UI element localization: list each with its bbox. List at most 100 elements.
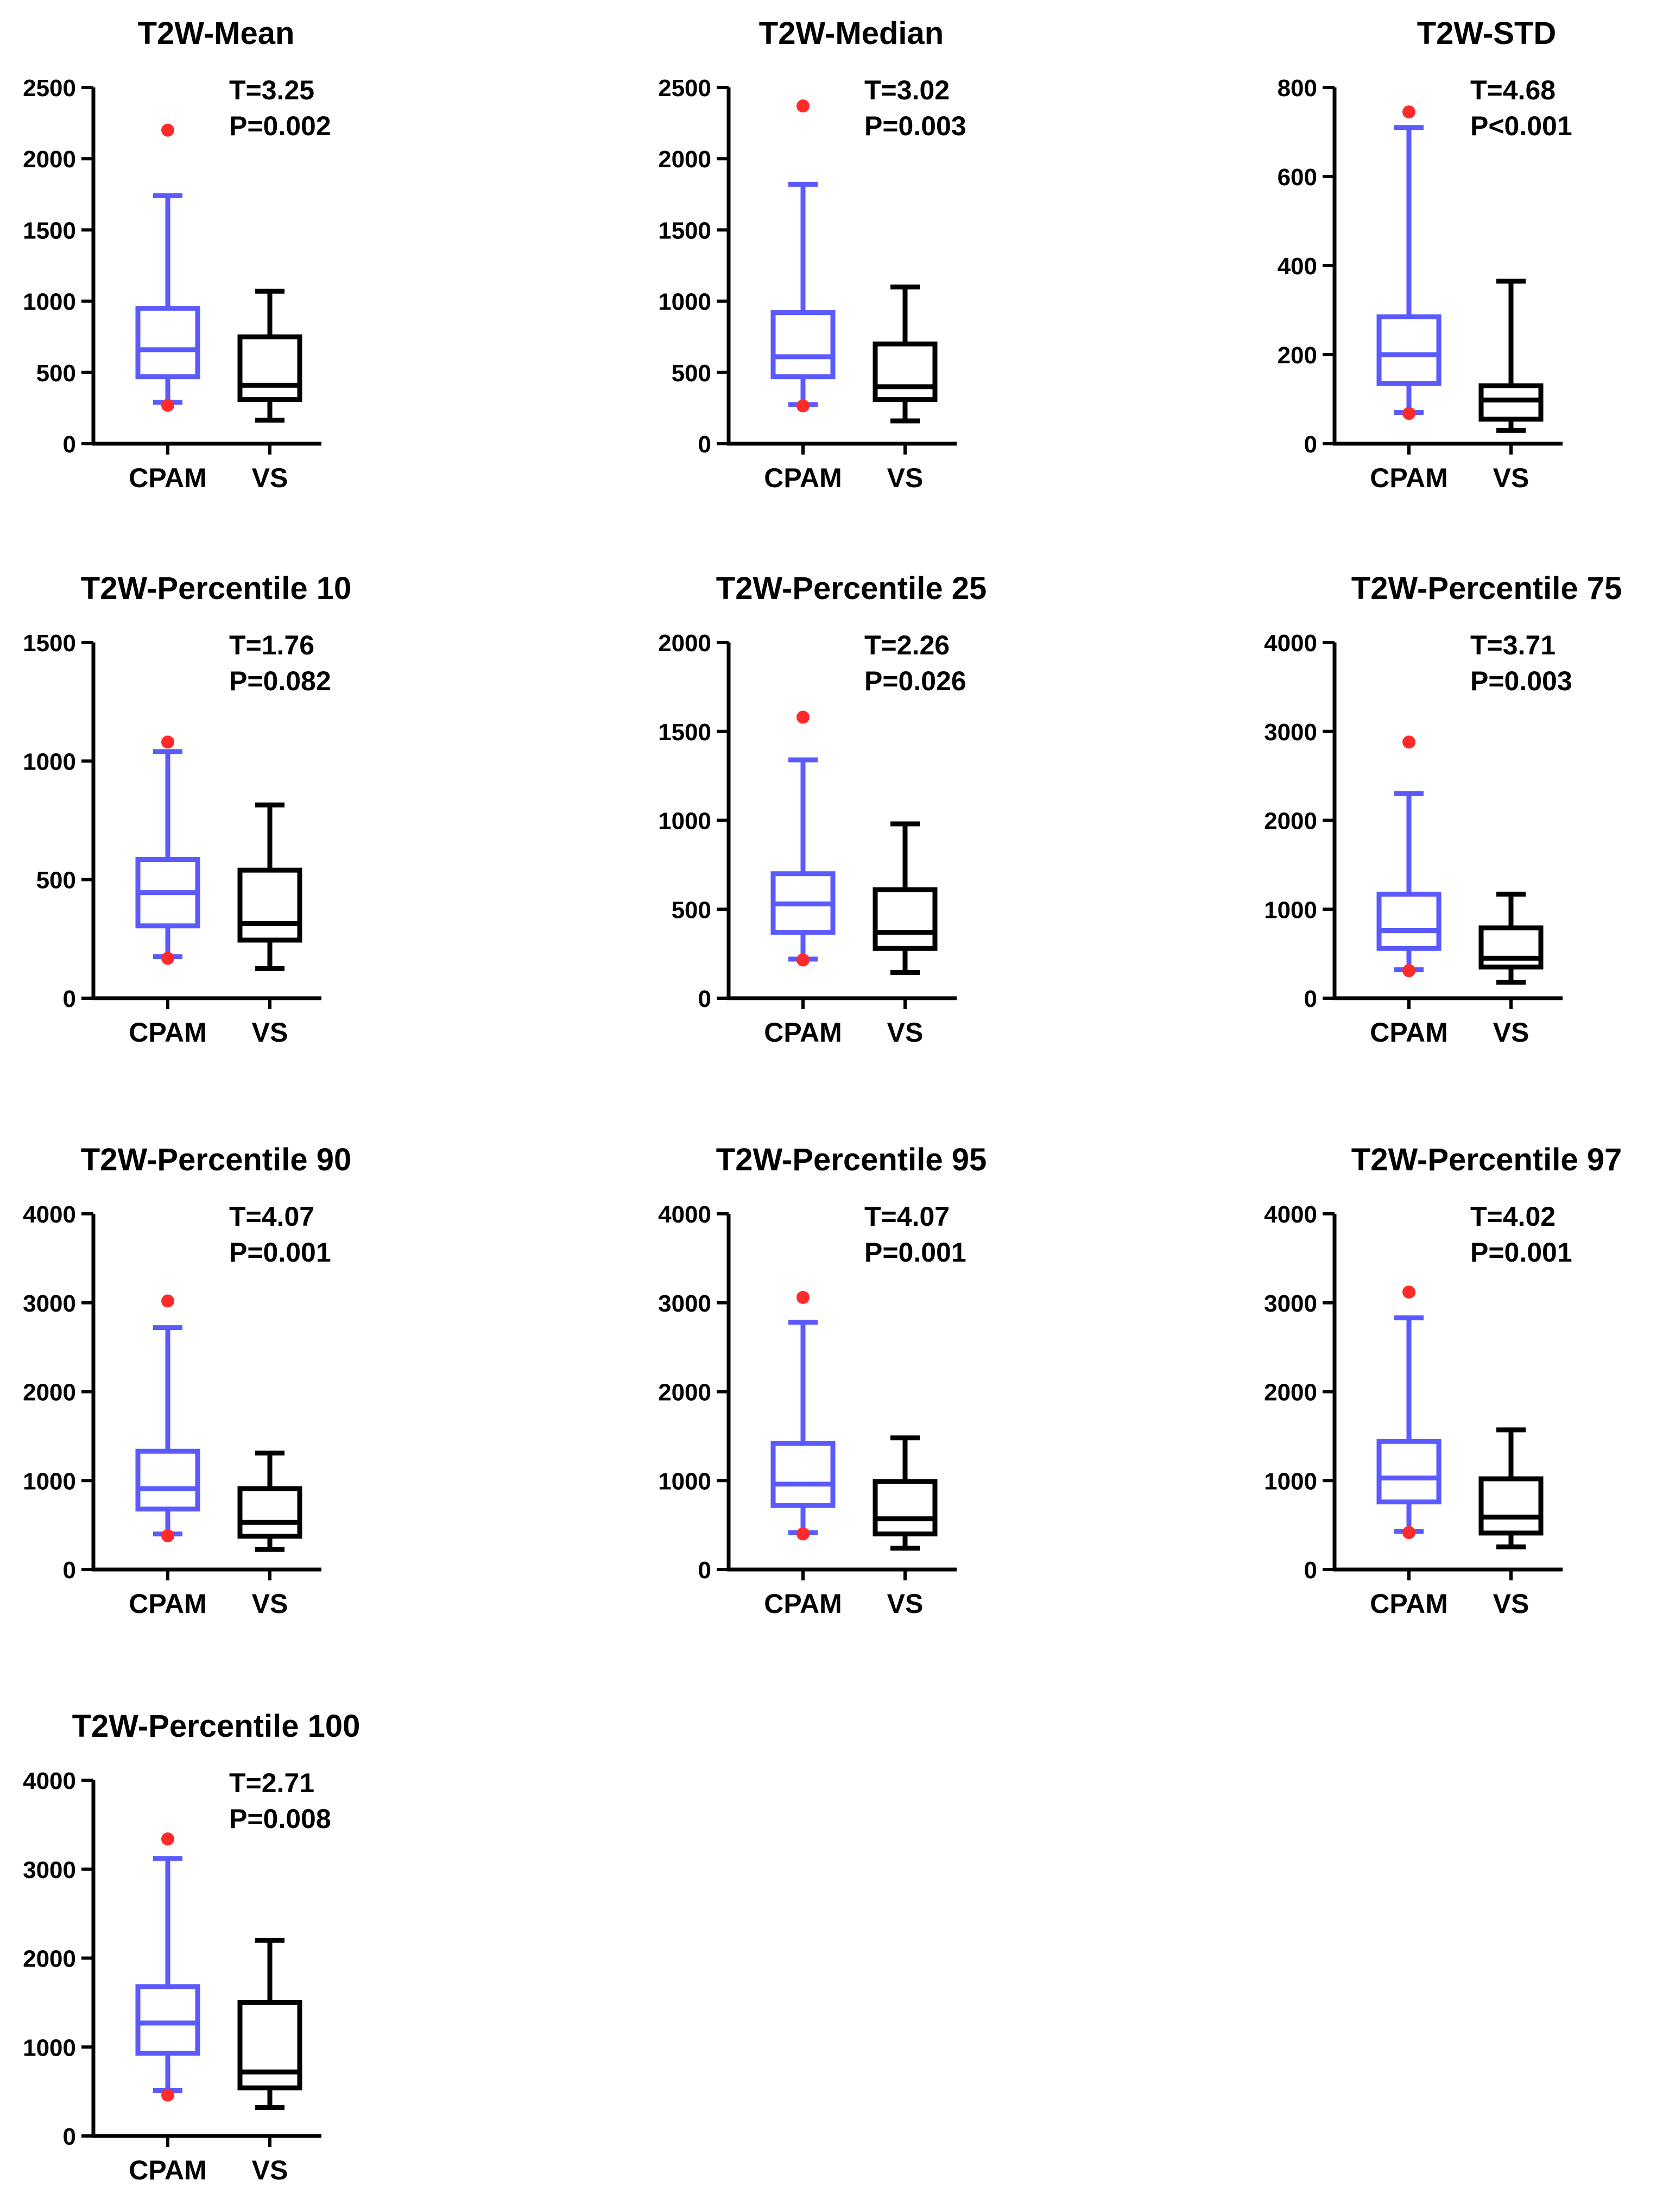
y-tick-label: 1000	[23, 748, 76, 775]
y-tick-label: 1000	[23, 2034, 76, 2061]
panel-9: T2W-Percentile 97 T=4.02 P=0.001 0 1000 2000 3…	[1264, 1142, 1622, 1619]
outlier-point	[161, 1294, 174, 1308]
outlier-point	[1402, 735, 1415, 749]
box-cpam	[135, 123, 200, 412]
y-tick-label: 4000	[23, 1201, 76, 1228]
box-cpam	[770, 710, 836, 967]
y-tick-label: 3000	[23, 1857, 76, 1883]
t-statistic-label: T=3.25	[229, 75, 314, 105]
p-value-label: P=0.082	[229, 666, 331, 696]
x-tick-label: VS	[252, 463, 288, 493]
t-statistic-label: T=4.07	[864, 1201, 950, 1232]
box-vs	[873, 821, 938, 975]
box-cpam	[135, 735, 200, 965]
y-tick-label: 1000	[23, 289, 76, 316]
p-value-label: P=0.003	[1470, 666, 1572, 696]
iqr-box	[135, 1984, 200, 2056]
box-cpam	[135, 1294, 200, 1542]
t-statistic-label: T=3.02	[864, 75, 950, 105]
box-vs	[1478, 891, 1544, 985]
y-tick-label: 2000	[658, 630, 711, 657]
y-tick-label: 2500	[658, 75, 711, 102]
panel-title: T2W-STD	[1417, 16, 1557, 51]
x-tick-label: VS	[1493, 463, 1529, 493]
iqr-box	[1478, 1476, 1544, 1536]
iqr-box	[1376, 891, 1442, 951]
x-tick-label: VS	[252, 1017, 288, 1048]
x-tick-label: VS	[252, 2155, 288, 2185]
y-tick-label: 2000	[658, 1379, 711, 1406]
y-tick-label: 0	[1304, 986, 1317, 1012]
iqr-box	[770, 1440, 836, 1508]
y-tick-label: 2000	[658, 146, 711, 173]
x-tick-label: CPAM	[1370, 1589, 1448, 1619]
panel-3: T2W-STD T=4.68 P<0.001 0 200 400 600 800 CPAM VS	[1278, 16, 1572, 493]
p-value-label: P=0.002	[229, 111, 331, 141]
outlier-point	[796, 99, 810, 113]
t-statistic-label: T=4.02	[1470, 1201, 1556, 1232]
y-tick-label: 3000	[1264, 1290, 1317, 1317]
panel-title: T2W-Percentile 75	[1351, 571, 1622, 606]
box-vs	[237, 288, 302, 423]
y-tick-label: 0	[63, 431, 76, 458]
panel-1: T2W-Mean T=3.25 P=0.002 0 500 1000 1500 2000 250…	[23, 16, 331, 493]
panel-title: T2W-Percentile 100	[72, 1709, 361, 1744]
y-tick-label: 3000	[23, 1290, 76, 1317]
y-tick-label: 600	[1278, 164, 1317, 191]
x-tick-label: CPAM	[129, 1589, 207, 1619]
box-vs	[237, 1450, 302, 1552]
y-tick-label: 200	[1278, 342, 1317, 369]
iqr-box	[1376, 1439, 1442, 1505]
x-tick-label: VS	[887, 463, 924, 493]
t-statistic-label: T=2.71	[229, 1768, 314, 1798]
outlier-point	[161, 951, 174, 965]
iqr-box	[135, 306, 200, 380]
outlier-point	[1402, 964, 1415, 978]
panel-title: T2W-Percentile 95	[716, 1142, 987, 1177]
y-tick-label: 500	[672, 897, 711, 923]
x-tick-label: CPAM	[129, 463, 207, 493]
panel-5: T2W-Percentile 25 T=2.26 P=0.026 0 500 1000 15…	[658, 571, 987, 1048]
panel-title: T2W-Median	[759, 16, 944, 51]
y-tick-label: 2000	[1264, 1379, 1317, 1406]
panel-2: T2W-Median T=3.02 P=0.003 0 500 1000 1500 2000 2…	[658, 16, 966, 493]
y-tick-label: 1500	[23, 217, 76, 244]
t-statistic-label: T=4.68	[1470, 75, 1556, 105]
iqr-box	[1478, 383, 1544, 422]
iqr-box	[237, 867, 302, 943]
p-value-label: P=0.026	[864, 666, 966, 696]
panel-7: T2W-Percentile 90 T=4.07 P=0.001 0 1000 2000 3…	[23, 1142, 351, 1619]
box-cpam	[770, 1290, 836, 1541]
box-cpam	[1376, 735, 1442, 978]
box-vs	[237, 802, 302, 971]
panel-4: T2W-Percentile 10 T=1.76 P=0.082 0 500 1000 15…	[23, 571, 351, 1048]
iqr-box	[1478, 925, 1544, 970]
iqr-box	[873, 341, 938, 402]
p-value-label: P=0.008	[229, 1804, 331, 1834]
x-tick-label: VS	[1493, 1017, 1529, 1048]
box-vs	[237, 1938, 302, 2110]
y-tick-label: 1000	[1264, 1468, 1317, 1495]
outlier-point	[1402, 1526, 1415, 1540]
x-tick-label: VS	[887, 1017, 924, 1048]
y-tick-label: 0	[698, 986, 711, 1012]
y-tick-label: 3000	[1264, 719, 1317, 746]
y-tick-label: 500	[672, 360, 711, 387]
outlier-point	[161, 123, 174, 137]
outlier-point	[796, 710, 810, 724]
y-tick-label: 4000	[23, 1768, 76, 1794]
t-statistic-label: T=2.26	[864, 630, 950, 660]
outlier-point	[161, 1832, 174, 1846]
t-statistic-label: T=4.07	[229, 1201, 314, 1232]
panel-8: T2W-Percentile 95 T=4.07 P=0.001 0 1000 2000 3…	[658, 1142, 987, 1619]
y-tick-label: 0	[1304, 1557, 1317, 1584]
outlier-point	[1402, 1285, 1415, 1299]
iqr-box	[237, 1486, 302, 1539]
iqr-box	[1376, 314, 1442, 386]
y-tick-label: 1000	[23, 1468, 76, 1495]
iqr-box	[770, 310, 836, 380]
y-tick-label: 3000	[658, 1290, 711, 1317]
x-tick-label: CPAM	[129, 2155, 207, 2185]
outlier-point	[1402, 105, 1415, 119]
outlier-point	[1402, 407, 1415, 420]
